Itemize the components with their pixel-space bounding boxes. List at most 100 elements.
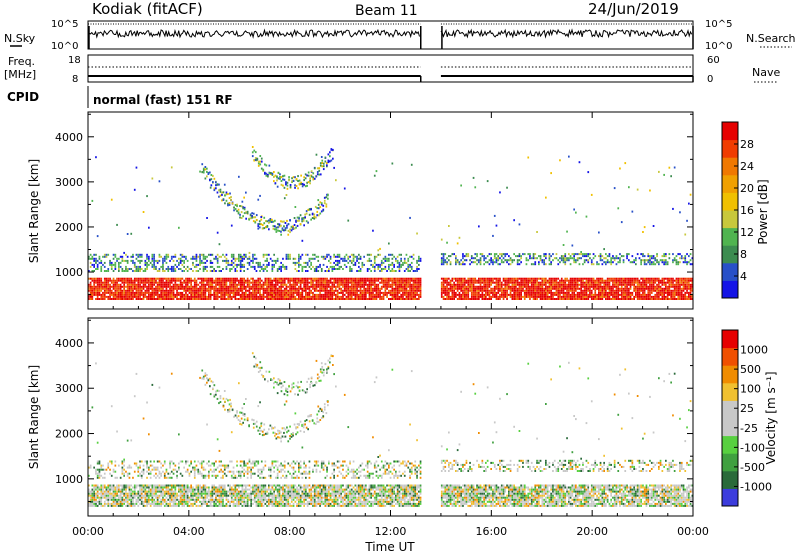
power-cell — [299, 291, 302, 294]
power-cell — [680, 283, 683, 286]
power-cell — [564, 285, 567, 288]
power-cell — [305, 281, 307, 284]
power-cell — [253, 295, 256, 298]
power-cell — [237, 208, 240, 211]
power-cell — [652, 261, 655, 264]
power-cell — [240, 205, 243, 208]
power-cell — [128, 283, 131, 286]
power-cell — [495, 279, 498, 282]
power-cell — [209, 259, 212, 262]
power-cell — [370, 285, 372, 288]
power-cell — [649, 255, 651, 258]
power-cell — [89, 277, 92, 280]
power-cell — [259, 283, 261, 286]
power-cell — [107, 277, 110, 280]
power-cell — [206, 259, 208, 262]
power-cell — [315, 298, 318, 300]
power-cell — [361, 283, 364, 286]
power-cell — [647, 259, 650, 262]
power-cell — [146, 277, 148, 280]
power-cell — [238, 253, 240, 256]
power-cell — [356, 277, 358, 280]
power-cell — [269, 281, 272, 284]
power-cell — [176, 259, 178, 262]
power-cell — [642, 287, 644, 290]
power-cell — [562, 295, 565, 298]
power-cell — [412, 287, 415, 290]
power-cell — [472, 291, 475, 294]
power-cell — [221, 199, 223, 202]
power-cell — [329, 265, 332, 268]
power-cell — [107, 291, 110, 294]
power-cell — [229, 277, 231, 280]
power-cell — [442, 291, 445, 294]
power-cell — [580, 281, 582, 284]
power-cell — [359, 268, 362, 270]
power-cell — [665, 295, 667, 298]
power-cell — [629, 261, 632, 264]
power-cell — [500, 295, 503, 298]
power-cell — [239, 259, 242, 262]
power-cell — [666, 277, 669, 280]
power-cell — [689, 287, 692, 290]
power-cell — [405, 279, 408, 282]
power-cell — [481, 293, 484, 296]
power-cell — [610, 287, 612, 290]
power-cell — [321, 165, 324, 168]
power-cell — [472, 257, 475, 260]
power-cell — [250, 293, 252, 296]
power-cell — [313, 257, 316, 260]
power-cell — [310, 208, 312, 211]
power-cell — [562, 285, 565, 288]
power-cell — [266, 220, 269, 223]
power-cell — [190, 257, 192, 260]
power-cell — [409, 287, 411, 290]
power-cell — [179, 261, 182, 264]
power-cell — [490, 279, 492, 282]
power-cell — [128, 298, 131, 300]
power-cell — [605, 279, 607, 282]
power-cell — [366, 298, 369, 300]
power-cell — [677, 261, 680, 264]
power-cell — [453, 285, 455, 288]
power-cell — [495, 285, 498, 288]
power-cell — [103, 261, 106, 264]
power-cell — [114, 293, 117, 296]
power-cell — [200, 298, 203, 300]
power-cell — [545, 253, 547, 256]
power-cell — [213, 287, 215, 290]
power-cell — [96, 268, 99, 270]
power-cell — [227, 279, 230, 282]
power-cell — [91, 291, 94, 294]
power-cell — [666, 291, 669, 294]
power-cell — [343, 279, 346, 282]
power-cell — [283, 293, 286, 296]
power-cell — [151, 287, 154, 290]
power-cell — [419, 257, 422, 260]
power-cell — [470, 289, 473, 292]
power-cell — [220, 255, 222, 258]
power-cell — [358, 281, 360, 284]
power-cell — [585, 279, 588, 282]
power-cell — [409, 277, 411, 280]
power-cell — [243, 212, 246, 215]
power-cell — [335, 279, 337, 282]
power-cell — [287, 223, 290, 226]
power-cell — [442, 295, 445, 298]
power-cell — [220, 279, 222, 282]
power-cell — [511, 293, 514, 296]
power-cell — [210, 184, 213, 187]
power-cell — [167, 285, 170, 288]
power-cell — [638, 281, 641, 284]
power-cell — [673, 298, 676, 300]
power-cell — [601, 255, 604, 258]
power-cell — [202, 261, 205, 264]
power-cell — [363, 283, 365, 286]
power-cell — [485, 295, 487, 298]
power-cell — [342, 257, 344, 260]
power-cell — [649, 298, 651, 300]
power-cell — [590, 283, 593, 286]
power-cell — [677, 277, 680, 280]
power-cell — [132, 295, 134, 298]
power-cell — [239, 265, 242, 268]
